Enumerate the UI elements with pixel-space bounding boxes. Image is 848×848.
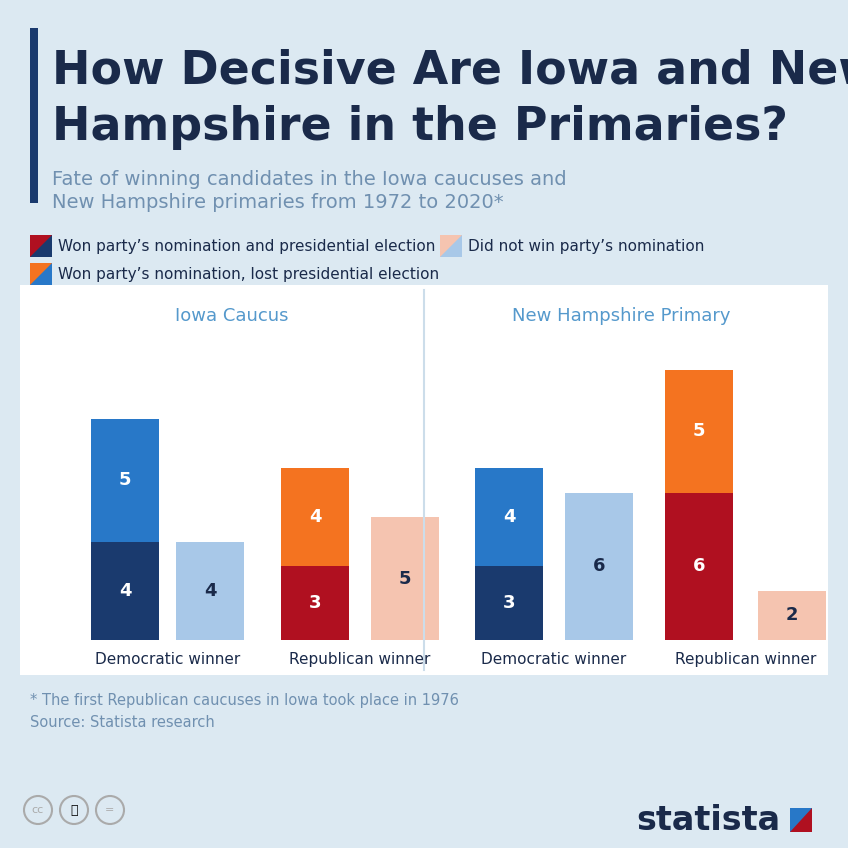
Text: Source: Statista research: Source: Statista research bbox=[30, 715, 215, 730]
Text: Iowa Caucus: Iowa Caucus bbox=[176, 307, 289, 325]
Text: Fate of winning candidates in the Iowa caucuses and: Fate of winning candidates in the Iowa c… bbox=[52, 170, 566, 189]
Text: 6: 6 bbox=[593, 557, 605, 575]
Text: =: = bbox=[105, 805, 114, 815]
Text: Did not win party’s nomination: Did not win party’s nomination bbox=[468, 238, 705, 254]
Polygon shape bbox=[790, 808, 812, 832]
Bar bbox=[30, 28, 38, 203]
Bar bbox=[475, 566, 543, 640]
Bar bbox=[91, 419, 159, 542]
Text: cc: cc bbox=[32, 805, 44, 815]
Text: 4: 4 bbox=[204, 582, 216, 600]
Text: 5: 5 bbox=[119, 471, 131, 489]
Bar bbox=[281, 566, 349, 640]
Text: * The first Republican caucuses in Iowa took place in 1976: * The first Republican caucuses in Iowa … bbox=[30, 693, 459, 708]
Bar bbox=[475, 468, 543, 566]
Text: statista: statista bbox=[636, 804, 780, 836]
Text: New Hampshire Primary: New Hampshire Primary bbox=[511, 307, 730, 325]
Bar bbox=[440, 235, 462, 257]
Text: 4: 4 bbox=[503, 508, 516, 526]
Text: Won party’s nomination, lost presidential election: Won party’s nomination, lost presidentia… bbox=[58, 266, 439, 282]
Bar bbox=[371, 517, 439, 640]
Polygon shape bbox=[790, 808, 812, 832]
Text: Hampshire in the Primaries?: Hampshire in the Primaries? bbox=[52, 105, 788, 150]
Text: How Decisive Are Iowa and New: How Decisive Are Iowa and New bbox=[52, 48, 848, 93]
Text: Republican winner: Republican winner bbox=[675, 652, 816, 667]
Text: 2: 2 bbox=[786, 606, 798, 624]
Text: Democratic winner: Democratic winner bbox=[482, 652, 627, 667]
Bar bbox=[665, 493, 733, 640]
Bar bbox=[30, 263, 52, 285]
Bar bbox=[281, 468, 349, 566]
Text: 6: 6 bbox=[693, 557, 706, 575]
Text: Democratic winner: Democratic winner bbox=[95, 652, 240, 667]
Text: 3: 3 bbox=[309, 594, 321, 612]
Text: 👤: 👤 bbox=[70, 804, 78, 817]
Text: Won party’s nomination and presidential election: Won party’s nomination and presidential … bbox=[58, 238, 435, 254]
Text: New Hampshire primaries from 1972 to 2020*: New Hampshire primaries from 1972 to 202… bbox=[52, 193, 504, 212]
Bar bbox=[758, 591, 826, 640]
FancyBboxPatch shape bbox=[20, 285, 828, 675]
Polygon shape bbox=[30, 235, 52, 257]
Text: 3: 3 bbox=[503, 594, 516, 612]
Text: Republican winner: Republican winner bbox=[289, 652, 431, 667]
Text: 4: 4 bbox=[119, 582, 131, 600]
Polygon shape bbox=[440, 235, 462, 257]
Text: 5: 5 bbox=[693, 422, 706, 440]
Bar bbox=[665, 370, 733, 493]
Text: 5: 5 bbox=[399, 570, 411, 588]
Bar bbox=[30, 235, 52, 257]
Text: 4: 4 bbox=[309, 508, 321, 526]
Bar bbox=[176, 542, 244, 640]
Polygon shape bbox=[30, 263, 52, 285]
Bar bbox=[565, 493, 633, 640]
Bar bbox=[91, 542, 159, 640]
